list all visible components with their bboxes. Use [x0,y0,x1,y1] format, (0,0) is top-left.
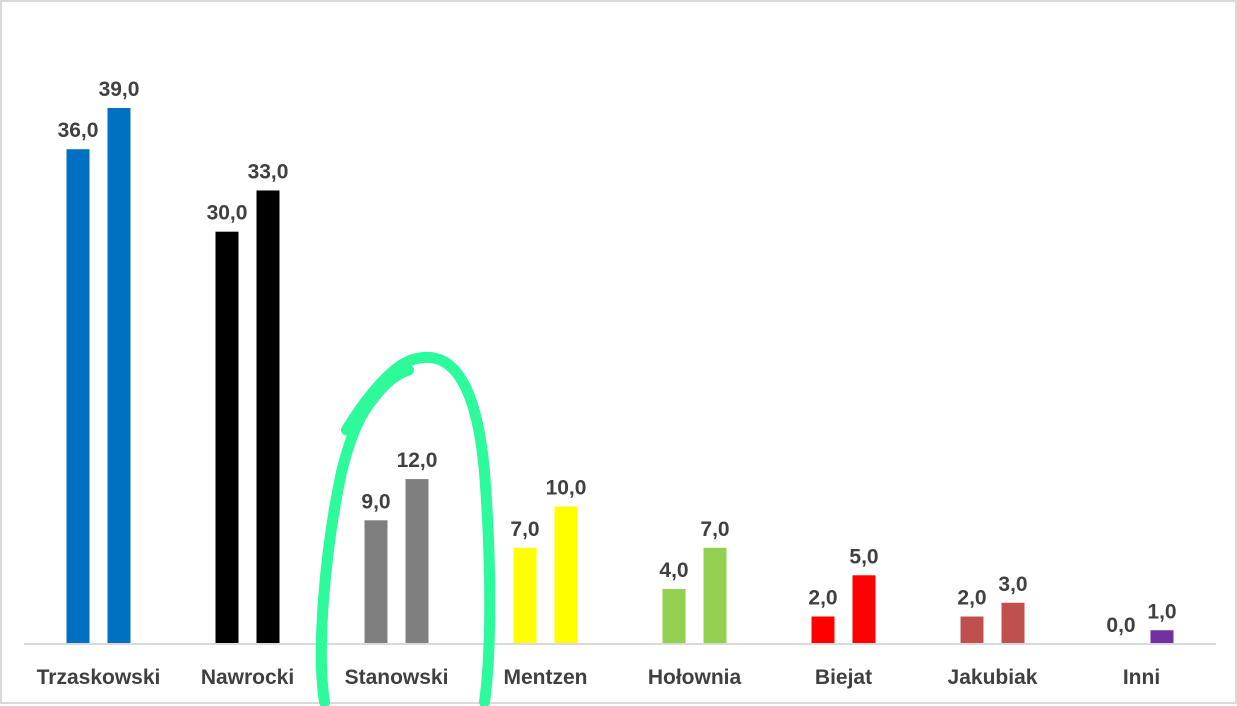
bar-stanowski-series-1 [364,520,388,644]
bar-hołownia-series-1 [662,589,686,644]
bar-biejat-series-2 [852,575,876,644]
bar-trzaskowski-series-2 [107,108,131,644]
data-label-mentzen-series-2: 10,0 [546,477,587,500]
category-label-nawrocki: Nawrocki [201,666,294,689]
data-label-hołownia-series-2: 7,0 [700,518,729,541]
category-label-trzaskowski: Trzaskowski [37,666,161,689]
data-label-biejat-series-1: 2,0 [808,587,837,610]
category-label-mentzen: Mentzen [504,666,588,689]
data-label-jakubiak-series-1: 2,0 [957,587,986,610]
bar-nawrocki-series-2 [256,190,280,644]
bars-layer [66,108,1174,644]
bar-nawrocki-series-1 [215,231,239,644]
bar-jakubiak-series-2 [1001,602,1025,644]
category-label-jakubiak: Jakubiak [948,666,1038,689]
category-label-hołownia: Hołownia [648,666,742,689]
data-label-stanowski-series-1: 9,0 [361,490,390,513]
highlight-circle-annotation [315,351,496,706]
data-label-nawrocki-series-2: 33,0 [248,160,289,183]
category-label-inni: Inni [1123,666,1160,689]
data-label-nawrocki-series-1: 30,0 [207,202,248,225]
bar-stanowski-series-2 [405,479,429,644]
data-label-trzaskowski-series-2: 39,0 [99,78,140,101]
bar-trzaskowski-series-1 [66,149,90,644]
bar-biejat-series-1 [811,616,835,644]
bar-mentzen-series-1 [513,547,537,644]
annotation-layer [315,351,496,706]
data-label-stanowski-series-2: 12,0 [397,449,438,472]
bar-hołownia-series-2 [703,547,727,644]
data-label-biejat-series-2: 5,0 [849,545,878,568]
data-label-mentzen-series-1: 7,0 [510,518,539,541]
bar-inni-series-2 [1150,630,1174,644]
data-label-trzaskowski-series-1: 36,0 [58,119,99,142]
bar-mentzen-series-2 [554,506,578,644]
data-label-inni-series-2: 1,0 [1147,600,1176,623]
bar-jakubiak-series-1 [960,616,984,644]
category-label-stanowski: Stanowski [345,666,449,689]
labels-layer: 36,039,0 Trzaskowski 30,033,0 Nawrocki 9,0 12… [37,78,1177,689]
data-label-hołownia-series-1: 4,0 [659,559,688,582]
category-label-biejat: Biejat [815,666,872,689]
data-label-jakubiak-series-2: 3,0 [998,573,1027,596]
data-label-inni-series-1: 0,0 [1106,614,1135,637]
